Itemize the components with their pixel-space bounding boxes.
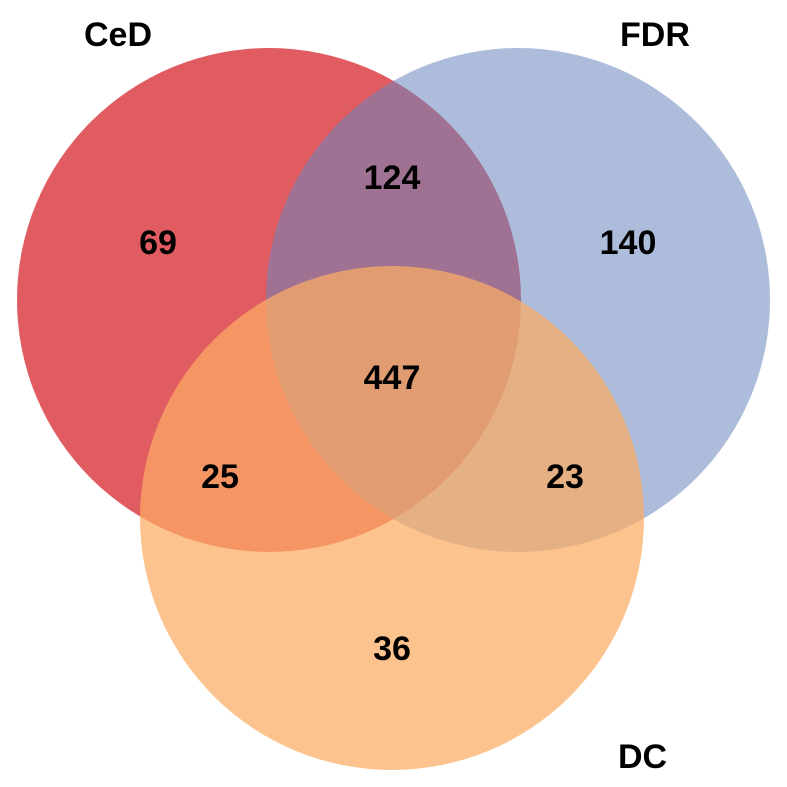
dc-set-label: DC bbox=[618, 738, 667, 776]
ced-set-label: CeD bbox=[84, 16, 152, 54]
fdr-dc-count: 23 bbox=[546, 458, 584, 496]
ced-fdr-count: 124 bbox=[364, 159, 421, 197]
fdr-only-count: 140 bbox=[600, 224, 657, 262]
dc-circle bbox=[140, 266, 644, 770]
dc-only-count: 36 bbox=[373, 630, 411, 668]
ced-only-count: 69 bbox=[139, 224, 177, 262]
all-sets-count: 447 bbox=[364, 359, 421, 397]
ced-dc-count: 25 bbox=[201, 458, 239, 496]
fdr-set-label: FDR bbox=[620, 16, 690, 54]
